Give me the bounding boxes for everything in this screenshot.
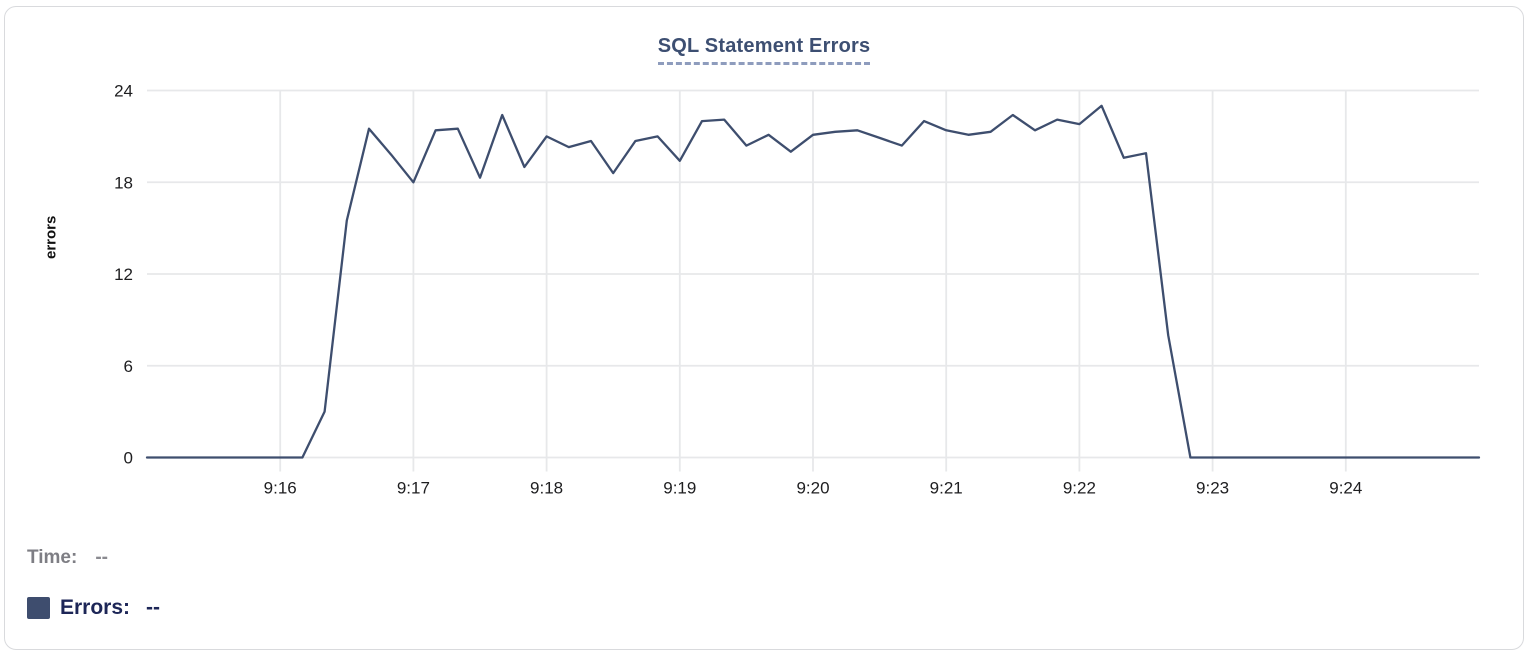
x-tick-label: 9:21 [930, 479, 963, 498]
y-tick-label: 0 [124, 449, 133, 468]
x-tick-label: 9:19 [663, 479, 696, 498]
x-tick-label: 9:24 [1329, 479, 1362, 498]
x-tick-label: 9:23 [1196, 479, 1229, 498]
y-tick-label: 12 [114, 265, 133, 284]
x-tick-label: 9:18 [530, 479, 563, 498]
chart-plot-area[interactable] [147, 91, 1479, 458]
time-readout-row: Time: -- [27, 547, 108, 569]
errors-readout-label: Errors: [60, 596, 131, 619]
y-tick-label: 24 [114, 82, 133, 101]
x-tick-label: 9:22 [1063, 479, 1096, 498]
x-tick-label: 9:16 [264, 479, 297, 498]
x-tick-label: 9:17 [397, 479, 430, 498]
errors-readout-row: Errors: -- [27, 596, 160, 620]
chart-title-link[interactable]: SQL Statement Errors [657, 35, 871, 65]
chart-title-wrap: SQL Statement Errors [5, 35, 1523, 65]
time-readout-label: Time: [27, 547, 78, 568]
x-tick-label: 9:20 [796, 479, 829, 498]
chart-card: SQL Statement Errors errors 0 6 12 18 24 9:16… [4, 6, 1524, 650]
errors-series-line [145, 104, 1481, 459]
errors-series-swatch [27, 597, 50, 619]
line-chart: 0 6 12 18 24 9:16 9:17 9:18 9:19 9:20 9:21 9:22 9:23… [114, 82, 1481, 498]
y-tick-label: 6 [124, 357, 133, 376]
y-tick-label: 18 [114, 173, 133, 192]
time-readout-value: -- [95, 547, 108, 568]
errors-readout-value: -- [146, 596, 161, 619]
